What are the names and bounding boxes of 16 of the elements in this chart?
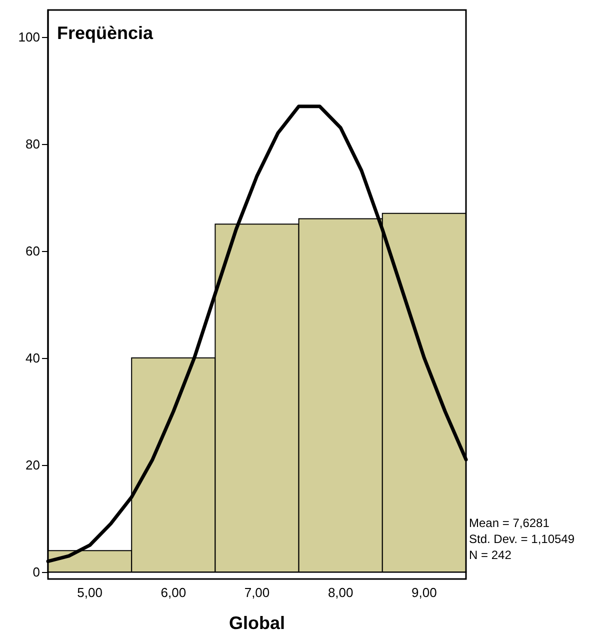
text: Mean = 7,6281 — [469, 516, 550, 530]
x-tick-label: 8,00 — [328, 585, 354, 600]
x-axis-title: Global — [228, 613, 286, 633]
y-tick-label: 100 — [18, 29, 40, 44]
x-tick-label: 9,00 — [412, 585, 437, 600]
x-tick-label: 6,00 — [160, 585, 186, 600]
x-tick-label: 5,00 — [77, 585, 102, 600]
y-tick-label: 20 — [26, 457, 40, 472]
y-axis-title: Freqüència — [57, 23, 154, 43]
text: Std. Dev. = 1,10549 — [469, 532, 575, 546]
y-tick-label: 80 — [26, 136, 40, 152]
y-tick-label: 40 — [26, 350, 40, 366]
y-tick-label: 60 — [26, 243, 40, 258]
x-tick-label: 7,00 — [244, 585, 270, 600]
y-tick-label: 0 — [32, 564, 40, 580]
text: N = 242 — [469, 548, 512, 562]
